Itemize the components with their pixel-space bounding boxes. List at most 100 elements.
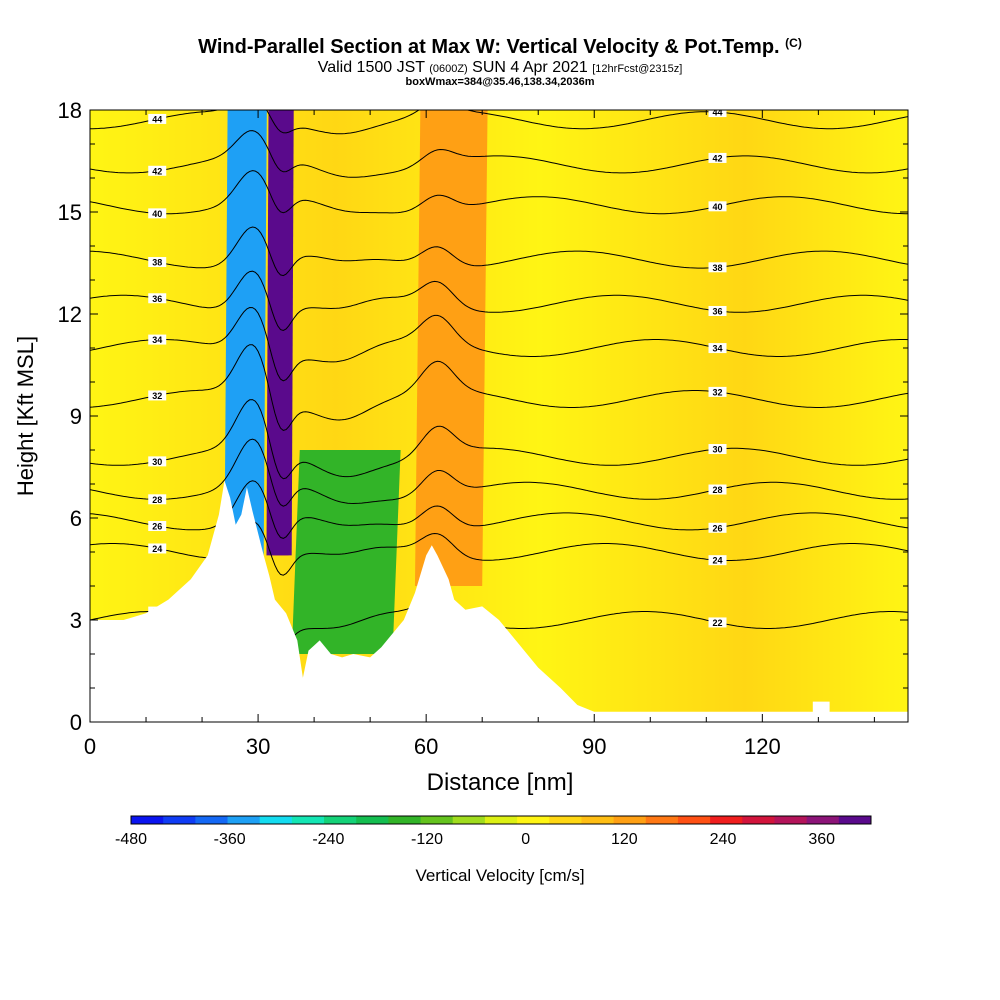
theta-contour-label-box [148, 165, 167, 176]
x-tick-label: 90 [582, 734, 606, 759]
theta-contour-label-box [708, 484, 727, 495]
theta-contour-label: 28 [152, 495, 162, 505]
plot-area: 2222242426262828303032323434363638384040… [90, 108, 908, 722]
colorbar-swatch [356, 816, 389, 824]
theta-contour-label-box [708, 110, 727, 118]
chart-subtitle: Valid 1500 JST (0600Z) SUN 4 Apr 2021 [1… [317, 59, 683, 76]
y-tick-label: 12 [58, 302, 82, 327]
colorbar-swatch [613, 816, 647, 824]
updraft-core-band [266, 110, 294, 556]
theta-contour-label-box [708, 262, 727, 273]
theta-contour-label-box [148, 494, 167, 505]
colorbar-tick-label: -120 [411, 831, 443, 848]
colorbar-swatch [163, 816, 196, 824]
downdraft-core [224, 110, 267, 556]
colorbar-swatch [774, 816, 808, 824]
theta-contour-label: 34 [152, 335, 162, 345]
theta-contour-label: 34 [712, 344, 722, 354]
colorbar: -480 -360 -240 -120 0 120 240 360 [115, 815, 872, 848]
theta-contour-label: 32 [152, 391, 162, 401]
theta-contour-label: 44 [152, 114, 162, 124]
theta-contour-label: 38 [152, 258, 162, 268]
theta-contour-label: 40 [152, 209, 162, 219]
theta-contour-label-box [148, 521, 167, 532]
theta-contour [90, 344, 908, 431]
theta-contour-label-box [148, 208, 167, 219]
theta-contour-label-box [708, 444, 727, 455]
y-tick-label: 3 [70, 608, 82, 633]
theta-contour-label: 26 [152, 522, 162, 532]
theta-contour-label: 38 [712, 263, 722, 273]
y-tick-label: 0 [70, 710, 82, 735]
colorbar-swatch [484, 816, 518, 824]
colorbar-tick-label: -240 [312, 831, 344, 848]
ridge-updraft [414, 110, 488, 586]
theta-contour-label-box [148, 293, 167, 304]
colorbar-label: Vertical Velocity [cm/s] [415, 866, 584, 885]
theta-contour-label: 24 [152, 544, 162, 554]
theta-contour-label: 28 [712, 485, 722, 495]
theta-contour-label: 36 [152, 294, 162, 304]
colorbar-swatch [195, 816, 229, 824]
x-axis: 0 30 60 90 120 [84, 110, 875, 759]
colorbar-tick-label: 120 [611, 831, 638, 848]
theta-contour-label-box [708, 555, 727, 566]
theta-contour-label-box [148, 543, 167, 554]
theta-contour-label: 26 [712, 523, 722, 533]
theta-contour-label-box [708, 617, 727, 628]
x-tick-label: 60 [414, 734, 438, 759]
colorbar-swatch [227, 816, 261, 824]
colorbar-swatch [131, 816, 164, 824]
theta-contour-label: 32 [712, 387, 722, 397]
theta-contour [90, 306, 908, 382]
theta-contour-label-box [708, 305, 727, 316]
colorbar-swatch [388, 816, 422, 824]
theta-contour [90, 226, 908, 277]
colorbar-tick-label: -480 [115, 831, 147, 848]
theta-contour-label: 30 [152, 457, 162, 467]
theta-contour [90, 110, 908, 135]
colorbar-swatch [710, 816, 743, 824]
colorbar-swatch [517, 816, 550, 824]
colorbar-swatch [259, 816, 293, 824]
y-axis-label: Height [Kft MSL] [13, 336, 38, 496]
colorbar-swatch [581, 816, 615, 824]
theta-contour-label-box [708, 343, 727, 354]
y-tick-label: 18 [58, 98, 82, 123]
colorbar-swatch [742, 816, 775, 824]
colorbar-swatch [677, 816, 711, 824]
updraft-core [266, 110, 294, 556]
y-tick-label: 6 [70, 506, 82, 531]
theta-contour-label-box [148, 334, 167, 345]
theta-contour-label: 30 [712, 445, 722, 455]
colorbar-swatch [452, 816, 486, 824]
theta-contour [90, 270, 908, 332]
chart-title: Wind-Parallel Section at Max W: Vertical… [198, 36, 802, 58]
theta-contour-label: 44 [712, 108, 722, 118]
y-tick-label: 9 [70, 404, 82, 429]
colorbar-swatch [806, 816, 840, 824]
theta-contour-label-box [708, 386, 727, 397]
x-tick-label: 0 [84, 734, 96, 759]
lee-downdraft [291, 450, 401, 654]
theta-contour-label-box [148, 113, 167, 124]
colorbar-frame [130, 815, 872, 825]
colorbar-swatch [291, 816, 325, 824]
x-axis-label: Distance [nm] [427, 769, 574, 796]
theta-contour-label: 40 [712, 202, 722, 212]
theta-contour-label: 22 [712, 618, 722, 628]
theta-contour [90, 438, 908, 507]
theta-contour [90, 399, 908, 480]
x-tick-label: 120 [744, 734, 781, 759]
theta-contour-label-box [708, 201, 727, 212]
colorbar-swatch [645, 816, 679, 824]
colorbar-tick-label: 360 [808, 831, 835, 848]
ridge-updraft-band [414, 110, 488, 586]
theta-contour-label-box [148, 257, 167, 268]
lee-downdraft-band [291, 450, 401, 654]
colorbar-swatch [838, 816, 872, 824]
downdraft-core-band [224, 110, 267, 556]
theta-contour-label-box [708, 522, 727, 533]
terrain-mask [90, 480, 908, 722]
